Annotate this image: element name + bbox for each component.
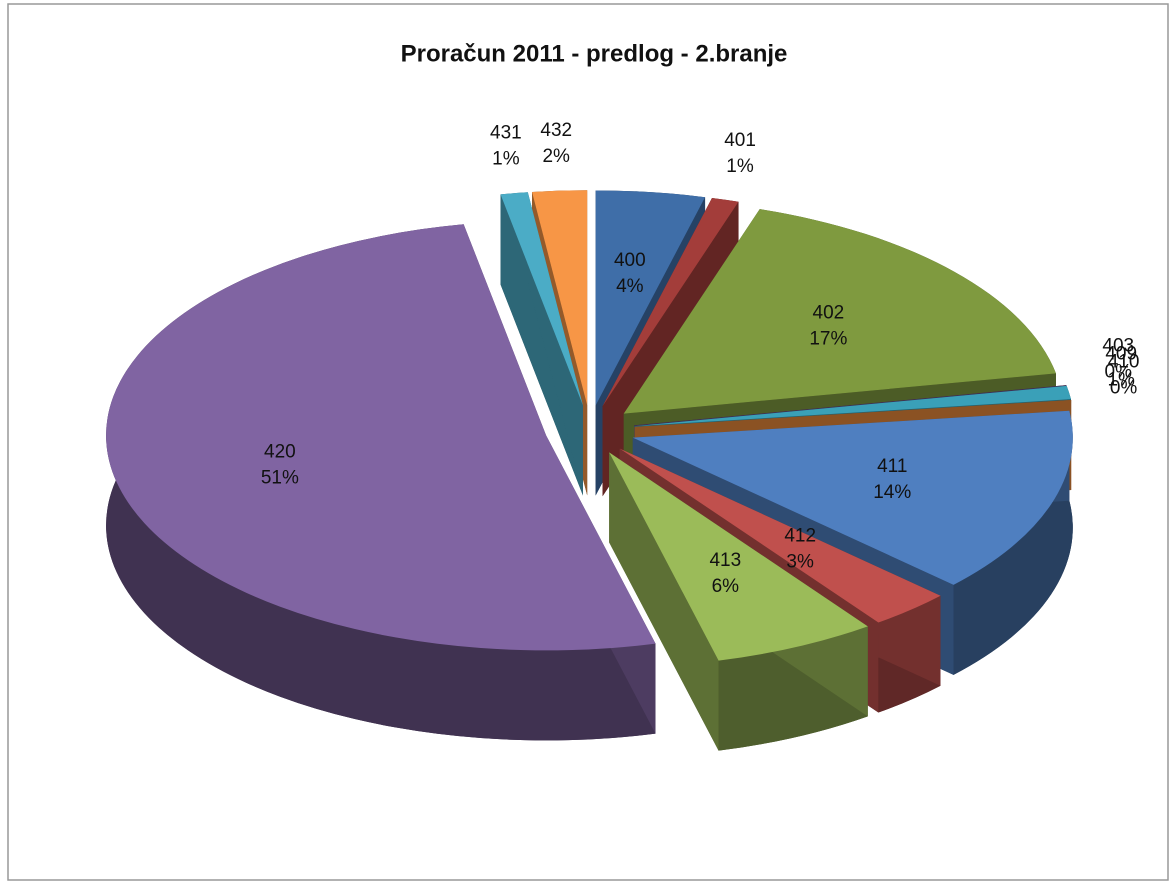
slice (602, 197, 739, 407)
slice-value-label: 17% (809, 328, 847, 349)
slice-label: 403 (1102, 335, 1134, 356)
slice (106, 224, 656, 651)
slice-label: 402 (813, 302, 845, 323)
slice-value-label: 51% (261, 467, 299, 488)
slice-label: 411 (877, 456, 907, 477)
slice-label: 412 (784, 526, 816, 547)
slice (632, 410, 1073, 585)
slice (634, 385, 1071, 427)
slice-value-label: 0% (1105, 361, 1133, 382)
slice-value-label: 1% (1107, 369, 1135, 390)
slice-label: 400 (614, 250, 646, 271)
slice-side (609, 452, 719, 751)
slice-label: 413 (709, 550, 741, 571)
slice (619, 448, 941, 623)
slice (595, 190, 706, 406)
slice-label: 409 (1105, 343, 1137, 364)
slice (623, 209, 1056, 414)
slice-value-label: 1% (726, 156, 754, 177)
slice-label: 432 (540, 120, 572, 141)
slice-value-label: 6% (712, 576, 740, 597)
slice-label: 401 (724, 130, 756, 151)
slice-label: 410 (1108, 352, 1140, 373)
slice-value-label: 2% (542, 146, 570, 167)
slice-label: 431 (490, 123, 522, 144)
slice-wall (953, 410, 1073, 675)
chart-title: Proračun 2011 - predlog - 2.branje (401, 40, 788, 67)
slice (532, 190, 588, 406)
slice-value-label: 0% (1110, 378, 1138, 399)
slice-value-label: 1% (492, 149, 520, 170)
slice-value-label: 4% (616, 276, 644, 297)
slice (609, 452, 868, 661)
slice-label: 420 (264, 441, 296, 462)
slice-side (500, 194, 583, 496)
slice-value-label: 14% (873, 482, 911, 503)
slice-value-label: 3% (786, 552, 814, 573)
slice (500, 192, 583, 406)
